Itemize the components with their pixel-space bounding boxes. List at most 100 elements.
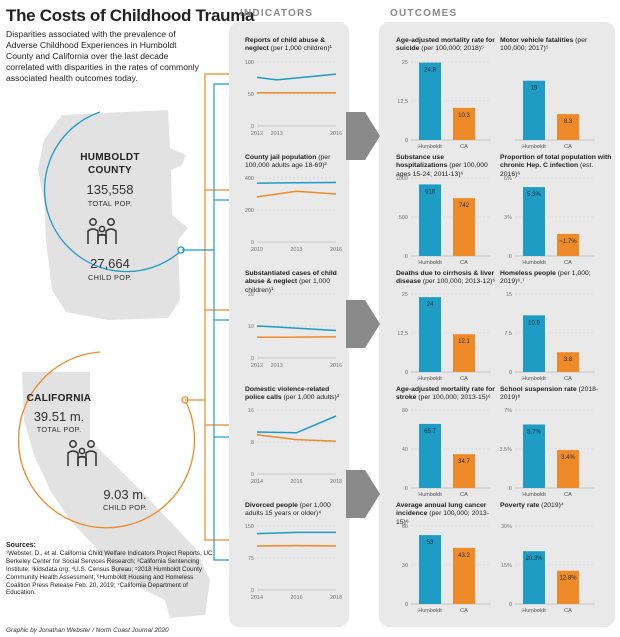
y-tick-label: 0 xyxy=(509,254,512,260)
family-icon xyxy=(67,440,97,466)
y-tick-label: 20 xyxy=(248,292,254,298)
bar-value-label: 53 xyxy=(427,540,434,546)
bar-value-label: 20.3% xyxy=(525,556,543,562)
y-tick-label: 0 xyxy=(251,588,254,594)
y-tick-label: 0 xyxy=(251,356,254,362)
outcomes-header: OUTCOMES xyxy=(390,8,458,19)
y-tick-label: 16 xyxy=(248,408,254,414)
humboldt-line xyxy=(256,531,336,535)
humboldt-bar xyxy=(523,424,545,488)
humboldt-bar xyxy=(419,62,441,140)
ca-bar xyxy=(453,107,475,140)
intro-text: Disparities associated with the prevalen… xyxy=(6,29,199,83)
category-label: CA xyxy=(460,608,468,614)
california-connectors xyxy=(185,73,229,541)
y-tick-label: 0 xyxy=(405,486,408,492)
outcome-title-4: Proportion of total population with chro… xyxy=(500,154,612,178)
bar-value-label: 12.1 xyxy=(458,339,470,345)
x-tick-label: 2016 xyxy=(330,247,342,253)
category-label: CA xyxy=(460,376,468,382)
ca-bar xyxy=(557,570,579,604)
ca-line xyxy=(256,434,337,442)
category-label: CA xyxy=(460,144,468,150)
outcome-title-9: Average annual lung cancer incidence (pe… xyxy=(396,502,489,526)
bar-value-label: 12.8% xyxy=(559,576,577,582)
humboldt-bar xyxy=(523,315,545,372)
y-tick-label: 0 xyxy=(509,370,512,376)
x-tick-label: 2016 xyxy=(290,479,302,485)
outcome-title-7: Age-adjusted mortality rate for stroke (… xyxy=(396,386,495,402)
x-tick-label: 2012 xyxy=(251,131,263,137)
y-tick-label: 0 xyxy=(509,486,512,492)
humboldt-bar xyxy=(419,535,441,604)
x-tick-label: 2014 xyxy=(251,595,263,601)
arrow-icon xyxy=(346,112,380,160)
y-tick-label: 150 xyxy=(245,524,254,530)
ca-bar xyxy=(453,547,475,604)
outcome-title-5: Deaths due to cirrhosis & liver disease … xyxy=(396,270,496,286)
ca-line xyxy=(256,190,337,198)
category-label: CA xyxy=(564,260,572,266)
y-tick-label: 200 xyxy=(245,208,254,214)
humboldt-bar xyxy=(523,551,545,604)
bar-value-label: 742 xyxy=(459,203,470,209)
category-label: Humboldt xyxy=(522,144,546,150)
category-label: Humboldt xyxy=(418,376,442,382)
ca-bar xyxy=(453,198,475,256)
y-tick-label: 15 xyxy=(506,292,512,298)
x-tick-label: 2018 xyxy=(330,595,342,601)
humboldt-bar xyxy=(419,297,441,372)
humboldt-line xyxy=(256,73,337,81)
category-label: CA xyxy=(564,492,572,498)
ca-bar xyxy=(557,352,579,372)
bar-value-label: 43.2 xyxy=(458,553,470,559)
y-tick-label: 15% xyxy=(501,563,512,569)
sources-text: ¹Webster, D., et al. California Child We… xyxy=(6,549,213,597)
outcome-title-2: Motor vehicle fatalities (per 100,000; 2… xyxy=(500,37,588,53)
bar-value-label: 5.3% xyxy=(527,192,541,198)
ca-bar xyxy=(557,450,579,488)
california-child-label: CHILD POP. xyxy=(103,503,147,512)
arrow-icon xyxy=(346,300,380,348)
indicators-header: INDICATORS xyxy=(240,8,314,19)
y-tick-label: 75 xyxy=(248,556,254,562)
y-tick-label: 25 xyxy=(402,60,408,66)
y-tick-label: 100 xyxy=(245,60,254,66)
x-tick-label: 2010 xyxy=(251,247,263,253)
bar-value-label: 5.7% xyxy=(527,429,541,435)
bar-value-label: 10.9 xyxy=(528,320,540,326)
category-label: Humboldt xyxy=(522,492,546,498)
y-tick-label: 30% xyxy=(501,524,512,530)
flow-arrows xyxy=(346,112,380,518)
category-label: CA xyxy=(564,608,572,614)
humboldt-child-label: CHILD POP. xyxy=(88,273,132,282)
indicator-title-1: Reports of child abuse & neglect (per 1,… xyxy=(245,37,332,53)
category-label: CA xyxy=(564,376,572,382)
y-tick-label: 0 xyxy=(405,138,408,144)
x-tick-label: 2012 xyxy=(251,363,263,369)
humboldt-bar xyxy=(419,184,441,256)
humboldt-name-line2: COUNTY xyxy=(87,165,133,176)
bar-value-label: 19 xyxy=(531,86,538,92)
outcome-title-8: School suspension rate (2018-2019)⁸ xyxy=(500,386,599,402)
bar-value-label: 3.8 xyxy=(564,357,573,363)
y-tick-label: 80 xyxy=(402,408,408,414)
bar-value-label: 918 xyxy=(425,189,436,195)
category-label: Humboldt xyxy=(522,376,546,382)
humboldt-total: 135,558 xyxy=(86,182,134,197)
california-state-shape xyxy=(22,372,210,618)
humboldt-circle xyxy=(43,111,183,273)
california-total: 39.51 m. xyxy=(33,409,85,424)
outcome-title-1: Age-adjusted mortality rate for suicide … xyxy=(396,37,495,53)
y-tick-label: 12.5 xyxy=(397,99,408,105)
humboldt-line xyxy=(256,415,337,434)
y-tick-label: 7.5 xyxy=(504,331,512,337)
category-label: Humboldt xyxy=(418,144,442,150)
page-title: The Costs of Childhood Trauma xyxy=(6,6,255,25)
ca-bar xyxy=(453,334,475,372)
category-label: CA xyxy=(460,260,468,266)
bar-value-label: 3.4% xyxy=(561,455,575,461)
y-tick-label: 400 xyxy=(245,176,254,182)
category-label: Humboldt xyxy=(522,608,546,614)
